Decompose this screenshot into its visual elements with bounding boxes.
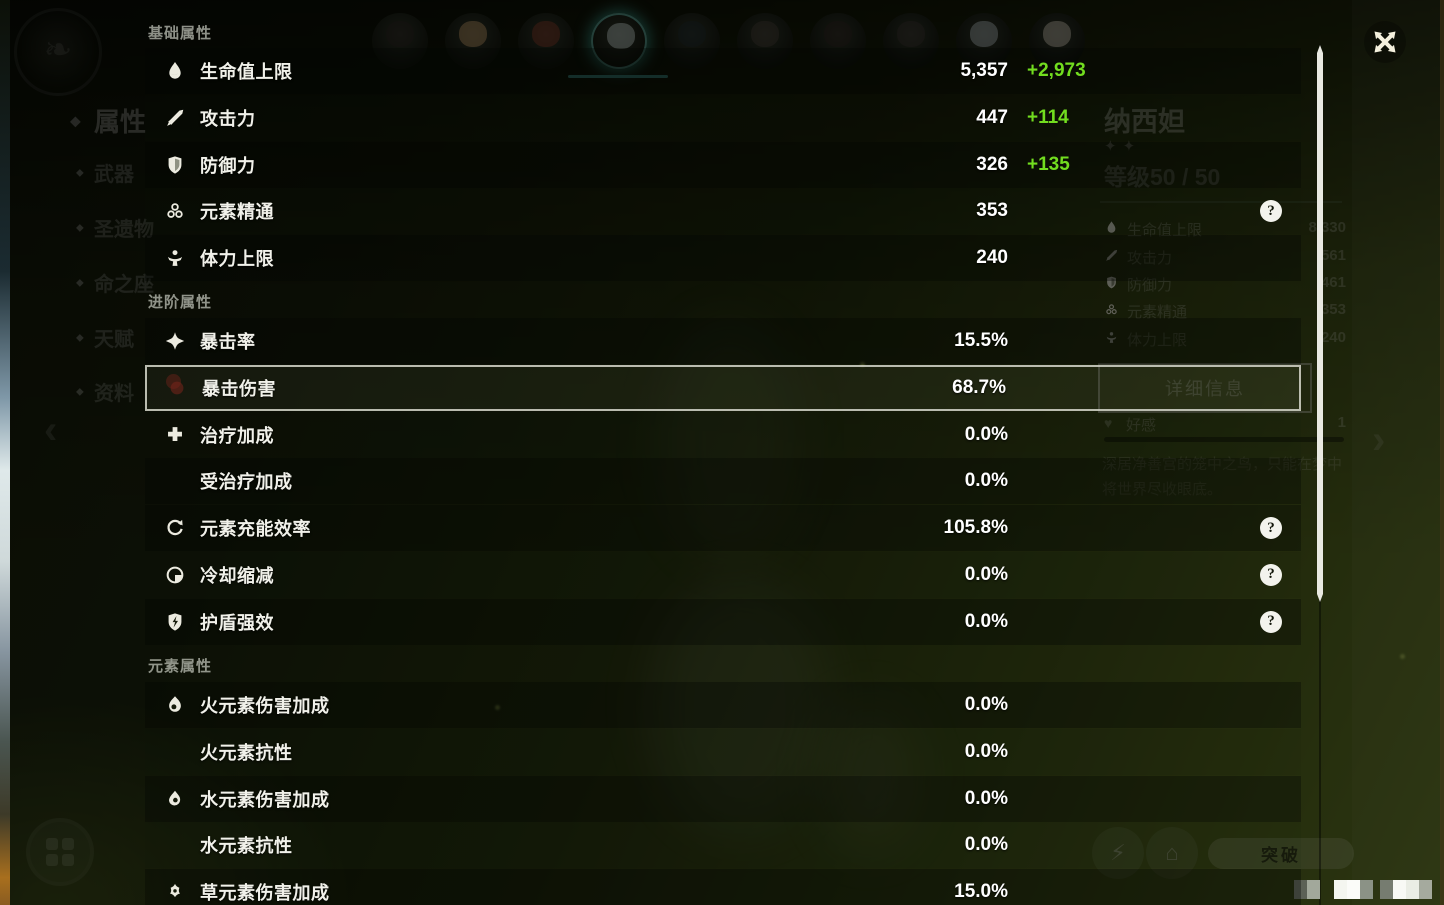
stat-value: 0.0% [964,470,1008,492]
stat-row[interactable]: 体力上限 240 [145,235,1301,281]
stat-label: 护盾强效 [200,612,274,633]
crit-rate-icon [164,330,186,352]
crit-dmg-icon [166,377,188,399]
section-header: 进阶属性 [148,294,213,311]
stat-row[interactable]: 护盾强效 0.0%? [145,598,1301,645]
stat-label: 攻击力 [200,108,256,129]
stat-bonus: +2,973 [1027,60,1086,81]
stamina-icon [164,247,186,269]
dendro-icon [164,881,186,903]
stat-row[interactable]: 攻击力 447 +114 [145,94,1301,141]
stat-label: 草元素伤害加成 [200,883,330,903]
stat-row[interactable]: 暴击率 15.5% [145,318,1301,364]
stat-value: 15.0% [954,881,1008,902]
stat-value: 5,357 [960,60,1008,81]
stat-row[interactable]: 防御力 326 +135 [145,141,1301,188]
stat-row[interactable]: 火元素伤害加成 0.0% [145,682,1301,728]
stat-bonus: +135 [1027,153,1070,175]
stat-bonus: +114 [1027,106,1069,128]
stat-row[interactable]: 元素充能效率 105.8%? [145,505,1301,551]
cooldown-reduction-icon [164,564,186,586]
censored-uid-mosaic [1294,880,1434,899]
stat-value: 0.0% [964,694,1008,715]
stat-row[interactable]: 受治疗加成 0.0% [145,458,1301,505]
healing-bonus-icon [164,424,186,446]
stat-label: 暴击率 [200,332,256,352]
shield-strength-icon [164,611,186,633]
close-button[interactable] [1364,21,1406,63]
stat-label: 元素充能效率 [200,519,311,539]
stat-row[interactable]: 火元素抗性 0.0% [145,728,1301,775]
stat-label: 暴击伤害 [202,378,276,399]
no-icon [164,470,186,492]
modal-dim-layer [10,0,1444,905]
help-icon[interactable]: ? [1260,200,1282,223]
hydro-icon [164,788,186,810]
no-icon [164,834,186,856]
stat-row[interactable]: 冷却缩减 0.0%? [145,551,1301,598]
stat-label: 火元素伤害加成 [200,696,330,716]
def-icon [164,154,186,176]
stat-row[interactable]: 生命值上限 5,357 +2,973 [145,48,1301,94]
help-icon[interactable]: ? [1260,517,1282,539]
stat-label: 受治疗加成 [200,472,293,493]
stat-row[interactable]: 元素精通 353? [145,188,1301,235]
stat-row[interactable]: 草元素伤害加成 15.0% [145,869,1301,905]
stat-label: 火元素抗性 [200,742,293,763]
stat-value: 0.0% [964,610,1008,632]
stat-label: 生命值上限 [200,62,293,82]
stat-row[interactable]: 水元素伤害加成 0.0% [145,775,1301,822]
close-icon [1374,31,1396,53]
stat-row[interactable]: 水元素抗性 0.0% [145,822,1301,869]
stat-row[interactable]: 治疗加成 0.0% [145,411,1301,458]
stat-value: 240 [976,247,1008,268]
stat-label: 防御力 [200,155,256,176]
elemental-mastery-icon [164,200,186,222]
atk-icon [164,107,186,129]
stat-label: 元素精通 [200,202,274,223]
stat-value: 353 [976,200,1008,222]
stat-label: 水元素伤害加成 [200,789,330,810]
stat-value: 105.8% [943,517,1008,538]
help-icon[interactable]: ? [1260,610,1282,633]
stat-value: 0.0% [964,834,1008,856]
section-header: 基础属性 [148,25,213,42]
stat-value: 0.0% [964,563,1008,585]
stat-row[interactable]: 暴击伤害 68.7% [145,364,1301,411]
stat-label: 体力上限 [200,249,274,269]
stat-value: 0.0% [964,423,1008,445]
stat-label: 水元素抗性 [200,836,293,857]
hp-icon [164,60,186,82]
stat-label: 冷却缩减 [200,565,274,586]
no-icon [164,741,186,763]
stat-label: 治疗加成 [200,425,274,446]
stat-value: 447 [976,106,1008,128]
scrollbar-thumb[interactable] [1317,45,1323,602]
stat-value: 15.5% [954,330,1008,351]
help-icon[interactable]: ? [1260,563,1282,586]
pyro-icon [164,694,186,716]
stat-value: 326 [976,153,1008,175]
stat-value: 0.0% [964,740,1008,762]
world-scene-sliver [0,0,10,905]
section-header: 元素属性 [148,658,213,675]
stat-value: 68.7% [952,376,1006,398]
stat-value: 0.0% [964,787,1008,809]
energy-recharge-icon [164,517,186,539]
